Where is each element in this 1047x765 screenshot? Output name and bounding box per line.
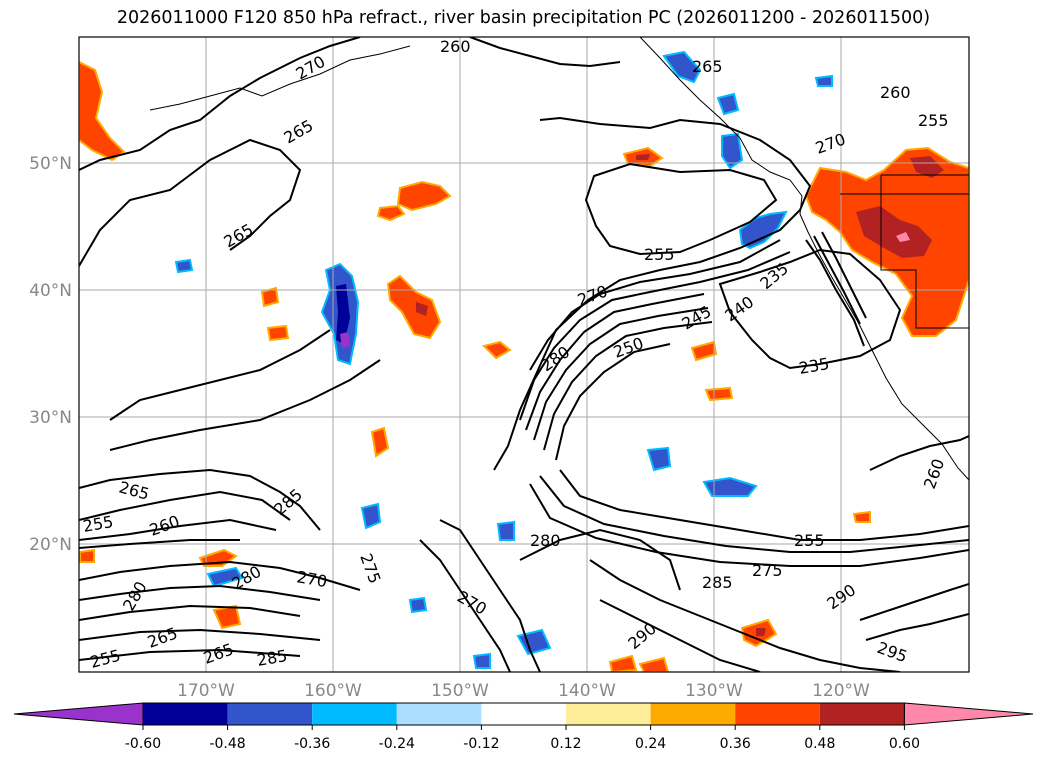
map-frame <box>78 36 970 673</box>
map-title: 2026011000 F120 850 hPa refract., river … <box>116 8 931 28</box>
colorbar-frame <box>142 702 905 726</box>
colorbar-tick-label: 0.36 <box>720 736 751 752</box>
contour-label: 275 <box>752 561 783 580</box>
contour-label: 280 <box>530 531 561 550</box>
colorbar-tick-label: -0.36 <box>294 736 330 752</box>
lon-label: 140°W <box>558 681 616 701</box>
colorbar-tick-label: 0.48 <box>804 736 835 752</box>
colorbar-segment <box>566 703 651 725</box>
lon-label: 160°W <box>304 681 362 701</box>
lat-label: 30°N <box>29 408 72 428</box>
colorbar-segment <box>143 703 228 725</box>
lon-label: 170°W <box>177 681 235 701</box>
graticule <box>79 37 969 672</box>
colorbar-tick-label: -0.24 <box>379 736 415 752</box>
colorbar-extend-high <box>903 702 1034 726</box>
colorbar-tick-label: -0.60 <box>125 736 161 752</box>
colorbar-segment <box>819 703 905 725</box>
colorbar-segment <box>481 703 566 725</box>
lat-label: 40°N <box>29 281 72 301</box>
colorbar-segment <box>396 703 482 725</box>
refractivity-contours <box>79 37 969 672</box>
coastlines <box>149 37 969 481</box>
longitude-labels: 170°W 160°W 150°W 140°W 130°W 120°W <box>177 681 870 701</box>
contour-label: 255 <box>918 111 949 130</box>
colorbar-segment <box>650 703 736 725</box>
contour-label: 255 <box>794 531 825 550</box>
lon-label: 130°W <box>685 681 743 701</box>
contour-label: 260 <box>440 37 471 56</box>
lon-label: 120°W <box>812 681 870 701</box>
colorbar-segment <box>312 703 397 725</box>
contour-label: 260 <box>880 83 911 102</box>
latitude-labels: 50°N 40°N 30°N 20°N <box>29 154 72 555</box>
lat-label: 20°N <box>29 535 72 555</box>
precip-shading <box>79 50 969 672</box>
colorbar: -0.60 -0.48 -0.36 -0.24 -0.12 0.12 0.24 0.36 0.4… <box>13 702 1034 752</box>
contour-label: 285 <box>702 573 733 592</box>
colorbar-tick-label: -0.12 <box>463 736 499 752</box>
colorbar-segment <box>227 703 313 725</box>
colorbar-tick-label: 0.12 <box>550 736 581 752</box>
contour-labels: 270 260 265 265 260 255 270 265 255 270 … <box>81 37 948 672</box>
colorbar-extend-low <box>13 702 144 726</box>
contour-label: 255 <box>644 245 675 264</box>
colorbar-tick-label: 0.24 <box>635 736 666 752</box>
lat-label: 50°N <box>29 154 72 174</box>
lon-label: 150°W <box>431 681 489 701</box>
colorbar-tick-label: 0.60 <box>889 736 920 752</box>
colorbar-tick-label: -0.48 <box>209 736 245 752</box>
contour-label: 265 <box>692 57 723 76</box>
colorbar-segment <box>735 703 820 725</box>
